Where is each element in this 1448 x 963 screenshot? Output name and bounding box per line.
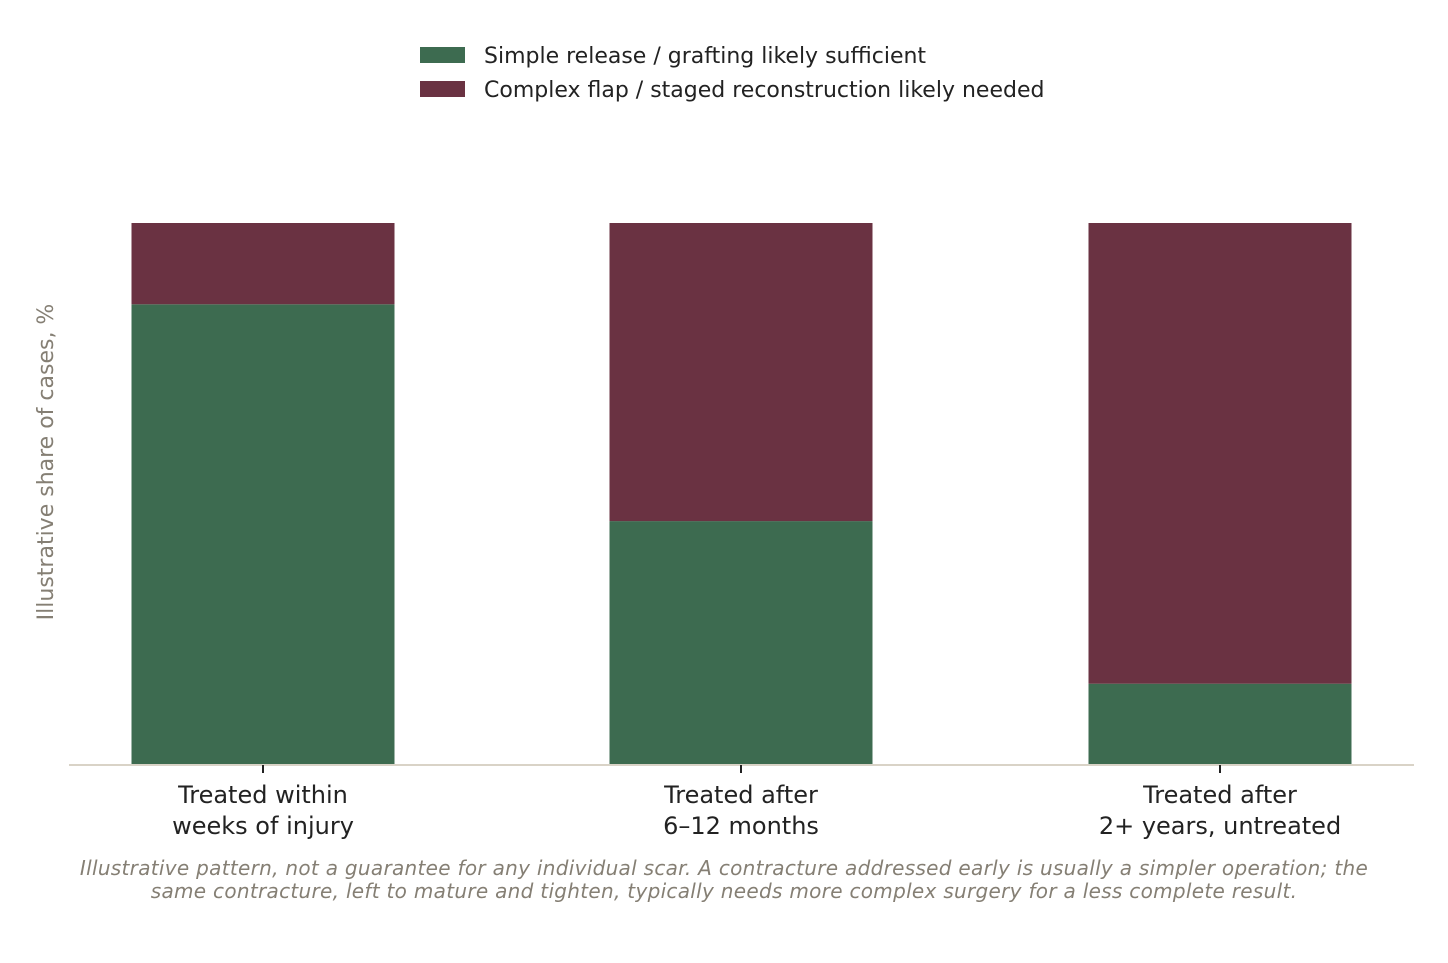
- x-tick-label: weeks of injury: [172, 812, 354, 840]
- x-ticks: Treated within weeks of injury Treated aft…: [172, 765, 1341, 840]
- bar-segment-3-series-1: [1088, 683, 1352, 765]
- x-tick-label: Treated after: [1142, 781, 1297, 809]
- x-tick-label: Treated within: [177, 781, 348, 809]
- x-tick-label: 6–12 months: [663, 812, 819, 840]
- bar-segment-2-series-2: [609, 223, 873, 522]
- bar-segment-3-series-2: [1088, 223, 1352, 684]
- legend-label-2: Complex flap / staged reconstruction lik…: [484, 78, 1044, 103]
- x-tick-label: 2+ years, untreated: [1099, 812, 1341, 840]
- bar-segment-1-series-2: [131, 223, 395, 305]
- x-tick-label: Treated after: [663, 781, 818, 809]
- bar-segment-1-series-1: [131, 304, 395, 765]
- bar-segment-2-series-1: [609, 521, 873, 765]
- legend-swatch-1: [420, 47, 465, 63]
- y-axis-label: Illustrative share of cases, %: [34, 304, 59, 621]
- legend: Simple release / grafting likely suffici…: [420, 44, 1044, 103]
- chart-caption: Illustrative pattern, not a guarantee fo…: [79, 856, 1369, 903]
- legend-label-1: Simple release / grafting likely suffici…: [484, 44, 926, 69]
- legend-swatch-2: [420, 81, 465, 97]
- bars-group: [131, 223, 1352, 765]
